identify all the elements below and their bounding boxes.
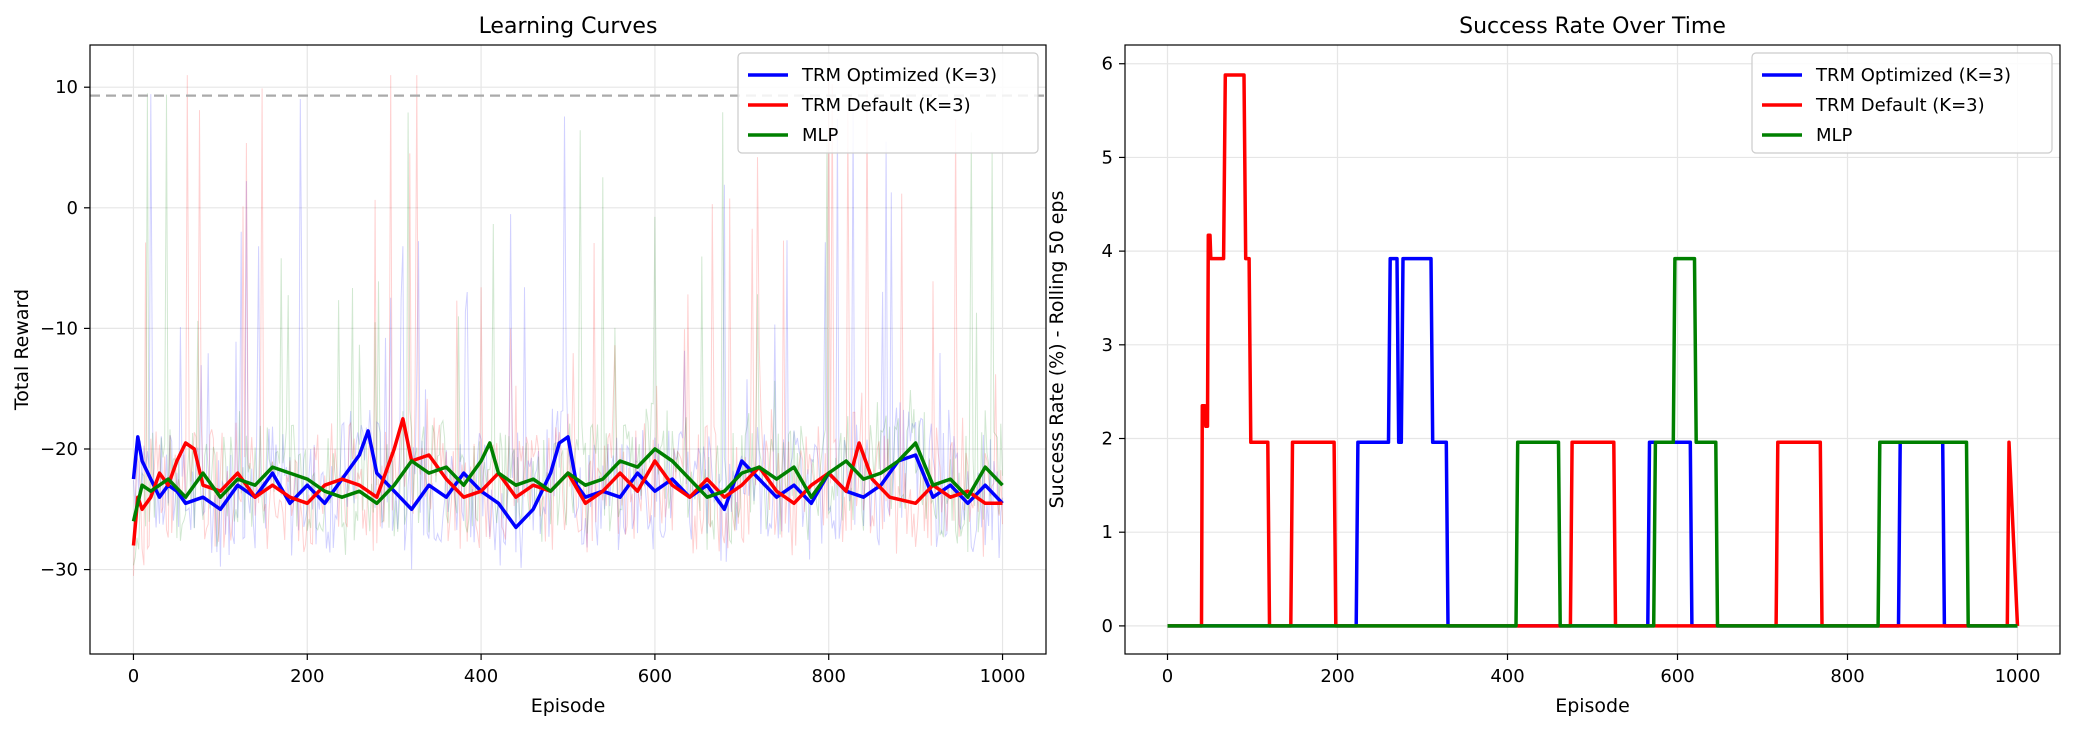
legend-label: MLP [1816,125,1853,146]
success-rate-panel: Success Rate Over Time Episode Success R… [1046,14,2061,717]
series-line [131,441,1004,522]
legend: TRM Optimized (K=3) TRM Default (K=3) MLP [737,52,1039,154]
series-lines [131,417,1004,546]
tick-labels: 0 200 400 600 800 1000 −30 −20 −10 0 10 [40,77,1025,687]
learning-curves-panel: Learning Curves Episode Total Reward 0 20… [11,14,1047,717]
chart-title: Success Rate Over Time [1459,14,1726,39]
y-tick-label: 0 [67,198,78,219]
legend-label: MLP [802,125,839,146]
raw-trace [133,75,1003,576]
legend-label: TRM Optimized (K=3) [1815,65,2011,86]
tick-labels: 0 200 400 600 800 1000 0 1 2 3 4 5 6 [1102,54,2041,687]
x-tick-label: 0 [128,666,139,687]
x-tick-label: 0 [1162,666,1173,687]
series-line [131,417,1003,546]
x-tick-label: 1000 [980,666,1026,687]
legend: TRM Optimized (K=3) TRM Default (K=3) MLP [1751,52,2053,154]
y-tick-label: −30 [40,560,78,581]
x-tick-label: 800 [1830,666,1864,687]
x-tick-label: 200 [1320,666,1354,687]
series-line [1167,256,2018,628]
legend-label: TRM Default (K=3) [1815,95,1985,116]
y-tick-label: 5 [1102,147,1113,168]
series-line [1167,73,2020,628]
y-tick-label: 3 [1102,335,1113,356]
y-axis-label: Success Rate (%) - Rolling 50 eps [1046,191,1068,509]
chart-title: Learning Curves [479,14,658,39]
legend-label: TRM Optimized (K=3) [801,65,997,86]
y-tick-label: −10 [40,318,78,339]
y-tick-label: 1 [1102,522,1113,543]
plot-frame [89,44,1047,655]
y-tick-label: 10 [55,77,78,98]
x-tick-label: 400 [1490,666,1524,687]
x-tick-label: 1000 [1995,666,2041,687]
x-tick-label: 800 [812,666,846,687]
series-lines [1167,73,2020,628]
x-tick-label: 400 [464,666,498,687]
y-axis-label: Total Reward [11,289,33,411]
x-tick-label: 600 [638,666,672,687]
y-tick-label: 0 [1102,616,1113,637]
legend-box [1751,52,2053,154]
y-tick-label: −20 [40,439,78,460]
y-tick-label: 2 [1102,429,1113,450]
legend-label: TRM Default (K=3) [801,95,971,116]
x-axis-label: Episode [1555,695,1630,717]
plot-frame [1124,44,2061,655]
legend-box [737,52,1039,154]
x-tick-label: 600 [1660,666,1694,687]
x-tick-label: 200 [290,666,324,687]
x-axis-label: Episode [531,695,606,717]
y-tick-label: 6 [1102,54,1113,75]
y-tick-label: 4 [1102,241,1113,262]
series-line [1167,256,2018,628]
